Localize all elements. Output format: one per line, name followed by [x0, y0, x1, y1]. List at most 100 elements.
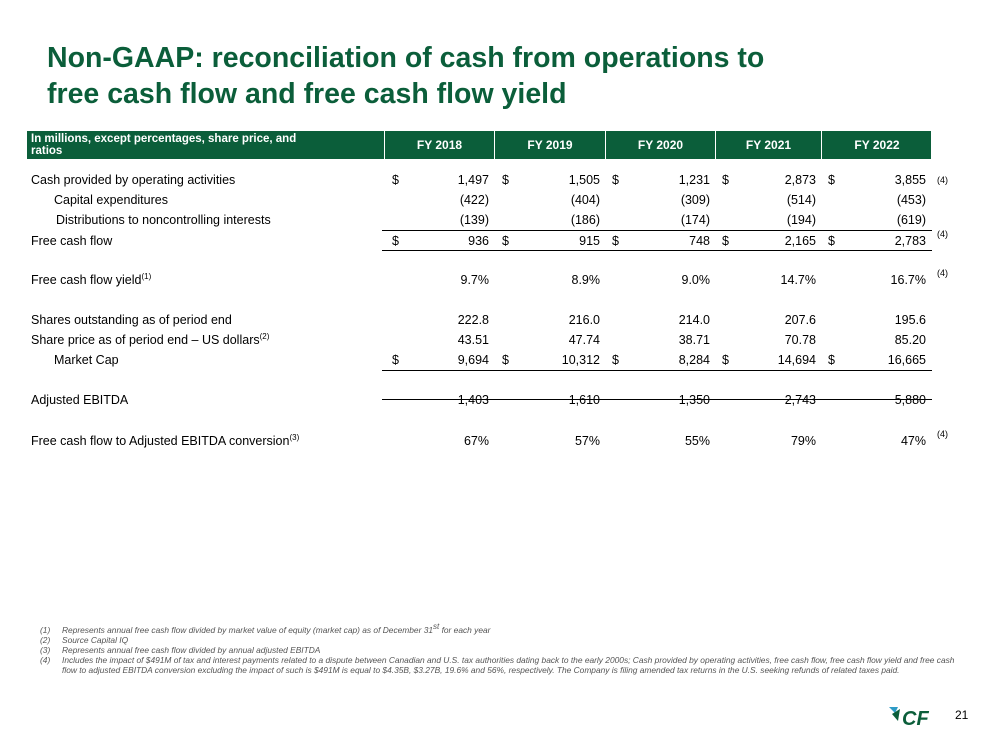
table-cell: 1,350 — [612, 391, 710, 409]
rule-line — [382, 399, 932, 400]
table-cell: (619) — [828, 211, 926, 229]
year-header: FY 2022 — [821, 131, 932, 159]
table-cell: 2,743 — [722, 391, 816, 409]
cell-value: 222.8 — [457, 313, 489, 327]
table-cell: (514) — [722, 191, 816, 209]
table-cell: $2,873 — [722, 171, 816, 189]
table-cell: 79% — [722, 432, 816, 450]
table-cell: $9,694 — [392, 351, 489, 369]
cell-value: 5,880 — [894, 393, 926, 407]
table-row: Market Cap $9,694 $10,312 $8,284 $14,694 $16,… — [27, 351, 931, 369]
table-cell: 1,403 — [392, 391, 489, 409]
cell-value: 9.0% — [681, 273, 711, 287]
table-cell: (422) — [392, 191, 489, 209]
title-line-1: Non-GAAP: reconciliation of cash from op… — [47, 42, 765, 74]
cell-value: 47.74 — [568, 333, 600, 347]
cell-value: (514) — [786, 193, 816, 207]
cell-value: 216.0 — [568, 313, 600, 327]
cell-value: 9.7% — [460, 273, 490, 287]
cell-value: 207.6 — [784, 313, 816, 327]
table-cell: $3,855 — [828, 171, 926, 189]
footnote: (3) Represents annual free cash flow divi… — [40, 645, 321, 655]
table-cell: $915 — [502, 232, 600, 250]
cell-value: (422) — [459, 193, 489, 207]
cell-value: 14,694 — [777, 353, 816, 367]
table-row: Free cash flow $936 $915 $748 $2,165 $2,783 (4… — [27, 230, 948, 250]
row-label: Cash provided by operating activities — [31, 173, 236, 187]
table-row: Distributions to noncontrolling interest… — [27, 211, 931, 229]
table-cell: 195.6 — [828, 311, 926, 329]
currency-symbol: $ — [828, 173, 835, 187]
table-cell: 57% — [502, 432, 600, 450]
currency-symbol: $ — [502, 173, 509, 187]
year-header: FY 2020 — [605, 131, 715, 159]
cell-value: 85.20 — [894, 333, 926, 347]
cell-value: (194) — [786, 213, 816, 227]
cell-value: (309) — [680, 193, 710, 207]
table-cell: $936 — [392, 232, 489, 250]
table-header: In millions, except percentages, share p… — [27, 131, 931, 159]
cell-value: 9,694 — [457, 353, 489, 367]
table-cell: (194) — [722, 211, 816, 229]
cell-value: 1,610 — [568, 393, 600, 407]
cell-value: 214.0 — [678, 313, 710, 327]
table-row: Share price as of period end – US dollar… — [27, 331, 931, 349]
table-cell: (453) — [828, 191, 926, 209]
page-number: 21 — [955, 708, 969, 722]
table-cell: 9.0% — [612, 271, 711, 289]
cell-value: 2,165 — [784, 234, 816, 248]
row-label: Distributions to noncontrolling interest… — [56, 213, 271, 227]
rule-line — [382, 370, 932, 371]
currency-symbol: $ — [612, 353, 619, 367]
table-cell: (404) — [502, 191, 600, 209]
cell-value: 67% — [463, 434, 489, 448]
currency-symbol: $ — [722, 234, 729, 248]
currency-symbol: $ — [502, 353, 509, 367]
cell-value: 43.51 — [457, 333, 489, 347]
table-cell: $2,165 — [722, 232, 816, 250]
table-cell: (186) — [502, 211, 600, 229]
footnote-ref: (3) — [289, 432, 300, 442]
table-row: Adjusted EBITDA 1,403 1,610 1,350 2,743 5,880 — [27, 391, 931, 409]
table-cell: $14,694 — [722, 351, 816, 369]
table-cell: 43.51 — [392, 331, 489, 349]
cell-value: 16.7% — [890, 273, 926, 287]
table-cell: 38.71 — [612, 331, 710, 349]
currency-symbol: $ — [392, 353, 399, 367]
year-header: FY 2021 — [715, 131, 821, 159]
table-cell: 222.8 — [392, 311, 489, 329]
cell-value: 1,350 — [678, 393, 710, 407]
currency-symbol: $ — [828, 353, 835, 367]
table-cell: (174) — [612, 211, 710, 229]
cell-value: 1,497 — [457, 173, 489, 187]
cell-value: (139) — [459, 213, 489, 227]
row-note: (4) — [937, 429, 948, 439]
table-row: Free cash flow yield(1) 9.7% 8.9% 9.0% 14.7%… — [27, 269, 948, 289]
table-cell: 214.0 — [612, 311, 710, 329]
row-note: (4) — [937, 268, 948, 278]
table-cell: $748 — [612, 232, 710, 250]
table-cell: 47% — [828, 432, 926, 450]
cell-value: 55% — [684, 434, 710, 448]
rule-line — [382, 230, 932, 231]
cell-value: (174) — [680, 213, 710, 227]
cell-value: 38.71 — [678, 333, 710, 347]
table-cell: 16.7% — [828, 271, 926, 289]
header-label: In millions, except percentages, share p… — [31, 133, 297, 157]
row-label: Free cash flow to Adjusted EBITDA conver… — [31, 432, 300, 448]
footnote: (2) Source Capital IQ — [40, 635, 129, 645]
table-cell: 8.9% — [502, 271, 601, 289]
cell-value: 10,312 — [561, 353, 600, 367]
cell-value: (404) — [570, 193, 600, 207]
cell-value: 936 — [468, 234, 489, 248]
cell-value: 1,403 — [457, 393, 489, 407]
row-label: Capital expenditures — [54, 193, 168, 207]
currency-symbol: $ — [612, 234, 619, 248]
cell-value: 2,873 — [784, 173, 816, 187]
table-cell: $1,505 — [502, 171, 600, 189]
table-cell: 85.20 — [828, 331, 926, 349]
row-label: Share price as of period end – US dollar… — [31, 331, 270, 347]
cell-value: 195.6 — [894, 313, 926, 327]
currency-symbol: $ — [828, 234, 835, 248]
svg-text:CF: CF — [902, 708, 929, 729]
